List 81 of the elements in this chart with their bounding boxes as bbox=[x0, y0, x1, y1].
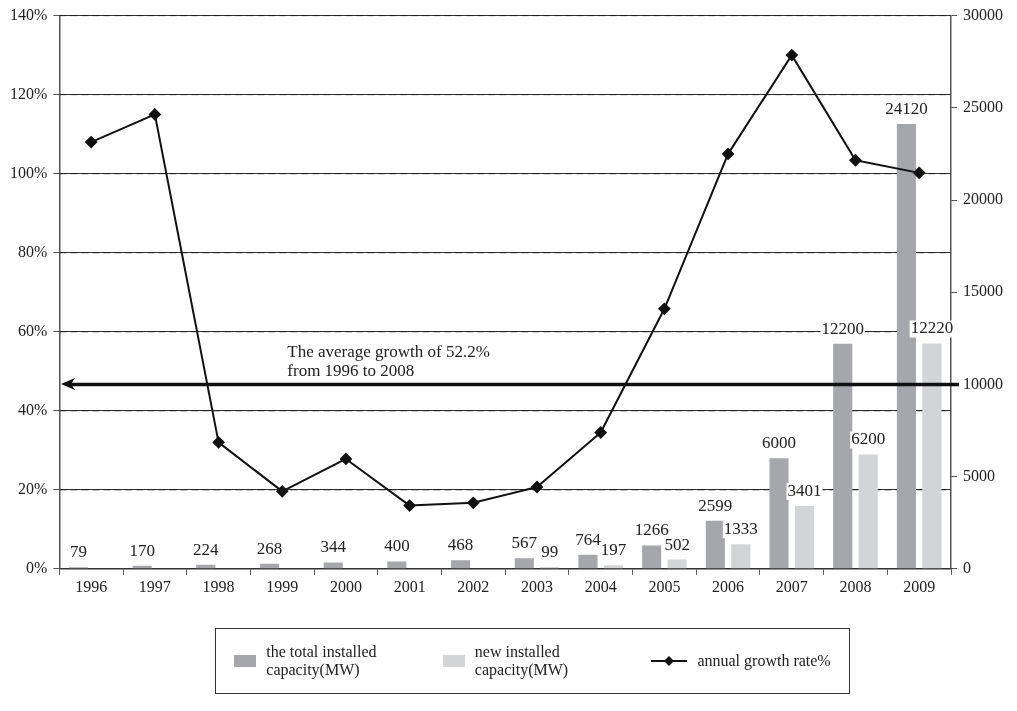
bar bbox=[603, 565, 623, 569]
point bbox=[403, 499, 416, 512]
ref-line-label: The average growth of 52.2% from 1996 to 2008 bbox=[287, 342, 490, 381]
data-label: 268 bbox=[256, 538, 283, 558]
x-tick-label: 2002 bbox=[457, 577, 490, 595]
data-label: 12220 bbox=[910, 318, 954, 338]
y2-tick-label: 5000 bbox=[963, 466, 995, 484]
bar bbox=[731, 544, 751, 569]
x-tick-label: 2005 bbox=[648, 577, 681, 595]
legend-label: annual growth rate% bbox=[697, 652, 831, 670]
data-label: 170 bbox=[129, 540, 155, 560]
point bbox=[658, 302, 671, 315]
x-tick-label: 1998 bbox=[202, 577, 235, 595]
y2-tick-label: 15000 bbox=[963, 282, 1003, 300]
y2-tick-label: 0 bbox=[963, 559, 971, 576]
y-tick-label: 100% bbox=[10, 163, 48, 181]
x-tick-label: 1996 bbox=[75, 577, 108, 595]
point bbox=[594, 426, 607, 439]
x-tick-label: 2008 bbox=[839, 577, 872, 595]
data-label: 764 bbox=[575, 529, 602, 549]
data-label: 567 bbox=[511, 533, 538, 553]
point bbox=[85, 136, 98, 149]
y2-tick-label: 25000 bbox=[963, 98, 1003, 115]
bar bbox=[858, 454, 878, 569]
bar bbox=[387, 561, 407, 569]
point bbox=[148, 108, 161, 121]
legend-label: new installed capacity(MW) bbox=[474, 643, 570, 679]
x-tick-label: 2009 bbox=[903, 577, 936, 595]
bar bbox=[769, 458, 789, 569]
data-label: 344 bbox=[320, 537, 347, 557]
data-label: 79 bbox=[69, 542, 87, 562]
data-label: 6000 bbox=[762, 433, 797, 453]
x-tick-label: 2007 bbox=[775, 577, 808, 595]
point bbox=[722, 147, 735, 160]
y-tick-label: 60% bbox=[18, 321, 48, 339]
bar bbox=[514, 558, 534, 569]
x-tick-label: 2006 bbox=[712, 577, 745, 595]
data-label: 2599 bbox=[698, 495, 733, 515]
x-tick-label: 2000 bbox=[329, 577, 362, 595]
y2-tick-label: 30000 bbox=[963, 5, 1003, 23]
bar bbox=[451, 560, 471, 569]
point bbox=[467, 496, 480, 509]
point bbox=[785, 49, 798, 62]
x-tick-label: 2003 bbox=[521, 577, 554, 595]
x-tick-label: 2004 bbox=[584, 577, 617, 595]
bar bbox=[833, 343, 853, 569]
y-tick-label: 80% bbox=[18, 242, 48, 260]
y-tick-label: 120% bbox=[10, 84, 48, 102]
legend-label: the total installed capacity(MW) bbox=[266, 643, 378, 679]
data-label: 6200 bbox=[851, 429, 886, 449]
x-tick-label: 2001 bbox=[393, 577, 426, 595]
data-label: 400 bbox=[384, 536, 410, 556]
point bbox=[531, 481, 544, 494]
bar bbox=[705, 520, 725, 569]
bar bbox=[578, 554, 598, 569]
point bbox=[339, 452, 352, 465]
x-tick-label: 1999 bbox=[266, 577, 299, 595]
bar bbox=[922, 343, 942, 569]
data-label: 24120 bbox=[885, 99, 928, 118]
x-tick-label: 1997 bbox=[138, 577, 171, 595]
bar bbox=[667, 559, 687, 569]
data-label: 99 bbox=[541, 541, 559, 561]
data-label: 1333 bbox=[723, 519, 758, 539]
bar bbox=[323, 562, 343, 569]
y-tick-label: 140% bbox=[10, 5, 48, 23]
point bbox=[276, 485, 289, 498]
y-tick-label: 0% bbox=[26, 559, 48, 576]
y-tick-label: 20% bbox=[18, 479, 48, 497]
data-label: 197 bbox=[600, 540, 627, 560]
y2-tick-label: 10000 bbox=[963, 374, 1003, 392]
bar bbox=[794, 506, 815, 569]
point bbox=[913, 166, 926, 179]
data-label: 3401 bbox=[787, 481, 822, 501]
y2-tick-label: 20000 bbox=[963, 190, 1003, 208]
data-label: 468 bbox=[447, 535, 474, 555]
data-label: 12200 bbox=[821, 318, 864, 338]
y-tick-label: 40% bbox=[18, 400, 48, 418]
point bbox=[212, 436, 225, 449]
data-label: 224 bbox=[193, 539, 220, 559]
bar bbox=[642, 545, 662, 569]
point bbox=[849, 154, 862, 167]
